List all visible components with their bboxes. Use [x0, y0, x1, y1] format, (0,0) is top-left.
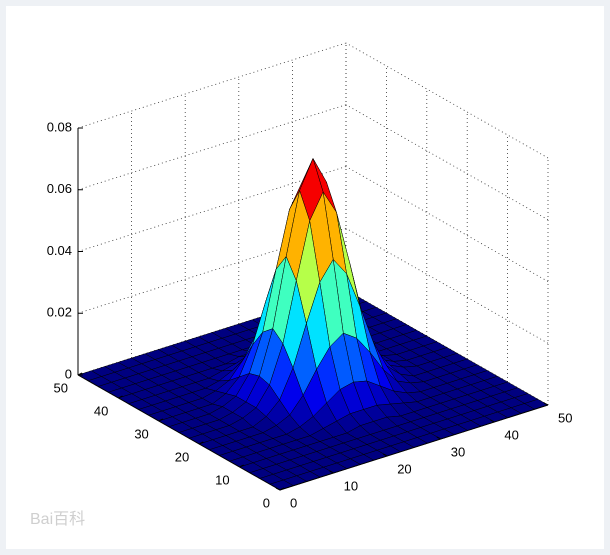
- x-axis: [279, 404, 549, 491]
- y-tick-label: 0: [263, 495, 270, 510]
- y-tick: [158, 418, 164, 422]
- y-tick-label: 30: [134, 426, 148, 441]
- y-tick: [198, 441, 204, 445]
- grid-line: [77, 227, 347, 314]
- x-tick: [436, 436, 442, 440]
- y-tick: [239, 464, 244, 468]
- watermark: Bai百科: [30, 510, 85, 528]
- x-tick-label: 40: [504, 427, 518, 442]
- x-tick: [490, 419, 495, 423]
- y-axis: [77, 374, 281, 491]
- z-tick-label: 0: [65, 366, 72, 381]
- y-tick-label: 40: [94, 403, 108, 418]
- x-tick-label: 20: [397, 461, 411, 476]
- y-tick-label: 10: [215, 472, 229, 487]
- z-tick-label: 0.06: [47, 181, 72, 196]
- z-tick-label: 0.04: [47, 243, 72, 258]
- z-tick-label: 0.02: [47, 305, 72, 320]
- y-tick: [77, 372, 83, 376]
- z-tick-label: 0.08: [47, 119, 72, 134]
- y-tick: [279, 487, 285, 491]
- grid-line: [345, 166, 549, 282]
- y-tick-label: 50: [54, 380, 68, 395]
- grid-line: [77, 42, 347, 129]
- y-tick-label: 20: [175, 449, 189, 464]
- x-tick: [275, 487, 281, 491]
- y-tick: [118, 395, 123, 399]
- x-tick: [543, 402, 549, 406]
- x-tick-label: 10: [344, 478, 358, 493]
- grid-line: [345, 104, 549, 221]
- grid-line: [77, 104, 347, 191]
- x-tick-label: 30: [451, 444, 465, 459]
- x-tick: [329, 470, 334, 474]
- x-tick-label: 50: [558, 410, 572, 425]
- x-tick-label: 0: [290, 495, 297, 510]
- x-tick: [382, 453, 388, 457]
- grid-line: [77, 166, 347, 252]
- grid-line: [345, 42, 549, 159]
- grid-line: [345, 227, 549, 344]
